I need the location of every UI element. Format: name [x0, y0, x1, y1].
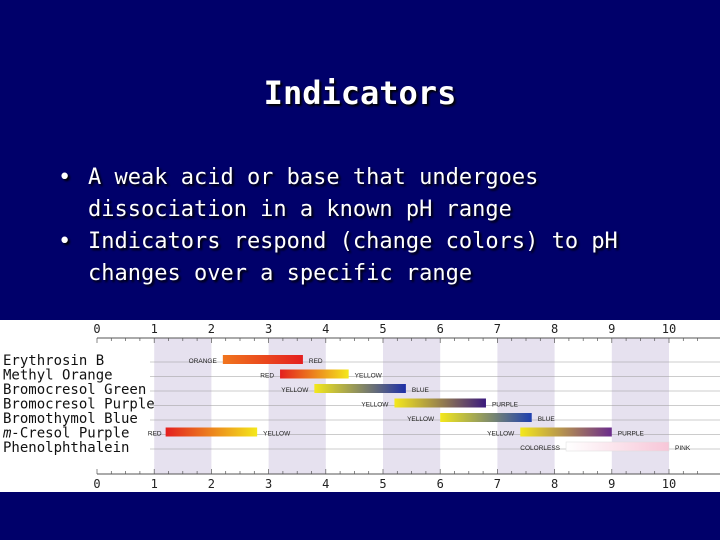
indicator-range-chart: 0 0 1 1 2 2 3 3 4 4 5 5 6 6 7 7 8 8 9 9 10 10 Erythrosin B ORAN… [0, 320, 720, 492]
bottom-tick-label: 9 [608, 477, 615, 491]
transition-bar [280, 369, 349, 379]
ph-band [497, 338, 555, 474]
bottom-tick-label: 5 [379, 477, 386, 491]
ph-band [611, 338, 669, 474]
indicator-name: Bromothymol Blue [3, 411, 138, 427]
top-tick-label: 3 [265, 322, 272, 336]
bullet-text: Indicators respond (change colors) to pH… [88, 229, 618, 286]
color-label: YELLOW [407, 416, 435, 423]
indicator-name: Bromocresol Purple [3, 397, 155, 413]
bullet-text: A weak acid or base that undergoes disso… [88, 165, 539, 222]
color-label: RED [148, 431, 162, 438]
transition-bar [440, 413, 532, 422]
color-label: YELLOW [355, 373, 383, 380]
indicator-name: Bromocresol Green [3, 382, 146, 398]
bullet-list: • A weak acid or base that undergoes dis… [58, 162, 678, 290]
color-label: YELLOW [487, 431, 515, 438]
top-tick-label: 6 [437, 322, 444, 336]
bottom-tick-label: 3 [265, 477, 272, 491]
color-label: ORANGE [189, 358, 218, 365]
transition-bar-outline [565, 441, 670, 452]
top-tick-label: 8 [551, 322, 558, 336]
bottom-tick-label: 6 [437, 477, 444, 491]
transition-bar [222, 355, 303, 364]
bottom-tick-label: 1 [151, 477, 158, 491]
bottom-tick-label: 7 [494, 477, 501, 491]
bottom-tick-label: 8 [551, 477, 558, 491]
bullet-item: • A weak acid or base that undergoes dis… [58, 162, 678, 226]
top-tick-label: 5 [379, 322, 386, 336]
transition-bar [520, 427, 612, 437]
transition-bar [165, 427, 258, 437]
ph-band [154, 338, 212, 474]
indicator-name: m-Cresol Purple [2, 426, 129, 442]
color-label: BLUE [412, 387, 430, 394]
color-label: PINK [675, 445, 691, 452]
bullet-icon: • [58, 165, 72, 190]
top-tick-label: 7 [494, 322, 501, 336]
indicator-name: Erythrosin B [3, 353, 104, 369]
transition-bar [566, 442, 669, 451]
top-tick-label: 2 [208, 322, 215, 336]
indicator-name: Phenolphthalein [3, 440, 129, 456]
transition-bar [394, 398, 486, 408]
top-tick-label: 10 [662, 322, 676, 336]
top-tick-label: 1 [151, 322, 158, 336]
color-label: YELLOW [361, 402, 389, 409]
color-label: RED [309, 358, 323, 365]
slide-title: Indicators [263, 74, 457, 112]
bullet-icon: • [58, 229, 72, 254]
color-label: PURPLE [618, 431, 645, 438]
color-label: YELLOW [263, 431, 291, 438]
color-label: YELLOW [281, 387, 309, 394]
color-label: PURPLE [492, 402, 519, 409]
bottom-tick-label: 10 [662, 477, 676, 491]
bottom-tick-label: 0 [93, 477, 100, 491]
top-tick-label: 0 [93, 322, 100, 336]
color-label: COLORLESS [520, 445, 560, 452]
transition-bar [314, 384, 406, 393]
indicator-chart-svg: 0 0 1 1 2 2 3 3 4 4 5 5 6 6 7 7 8 8 9 9 10 10 Erythrosin B ORAN… [2, 322, 720, 491]
top-tick-label: 9 [608, 322, 615, 336]
indicator-name: Methyl Orange [3, 368, 113, 384]
color-label: RED [260, 373, 274, 380]
color-label: BLUE [538, 416, 556, 423]
bullet-item: • Indicators respond (change colors) to … [58, 226, 678, 290]
bottom-tick-label: 4 [322, 477, 329, 491]
bottom-tick-label: 2 [208, 477, 215, 491]
top-tick-label: 4 [322, 322, 329, 336]
